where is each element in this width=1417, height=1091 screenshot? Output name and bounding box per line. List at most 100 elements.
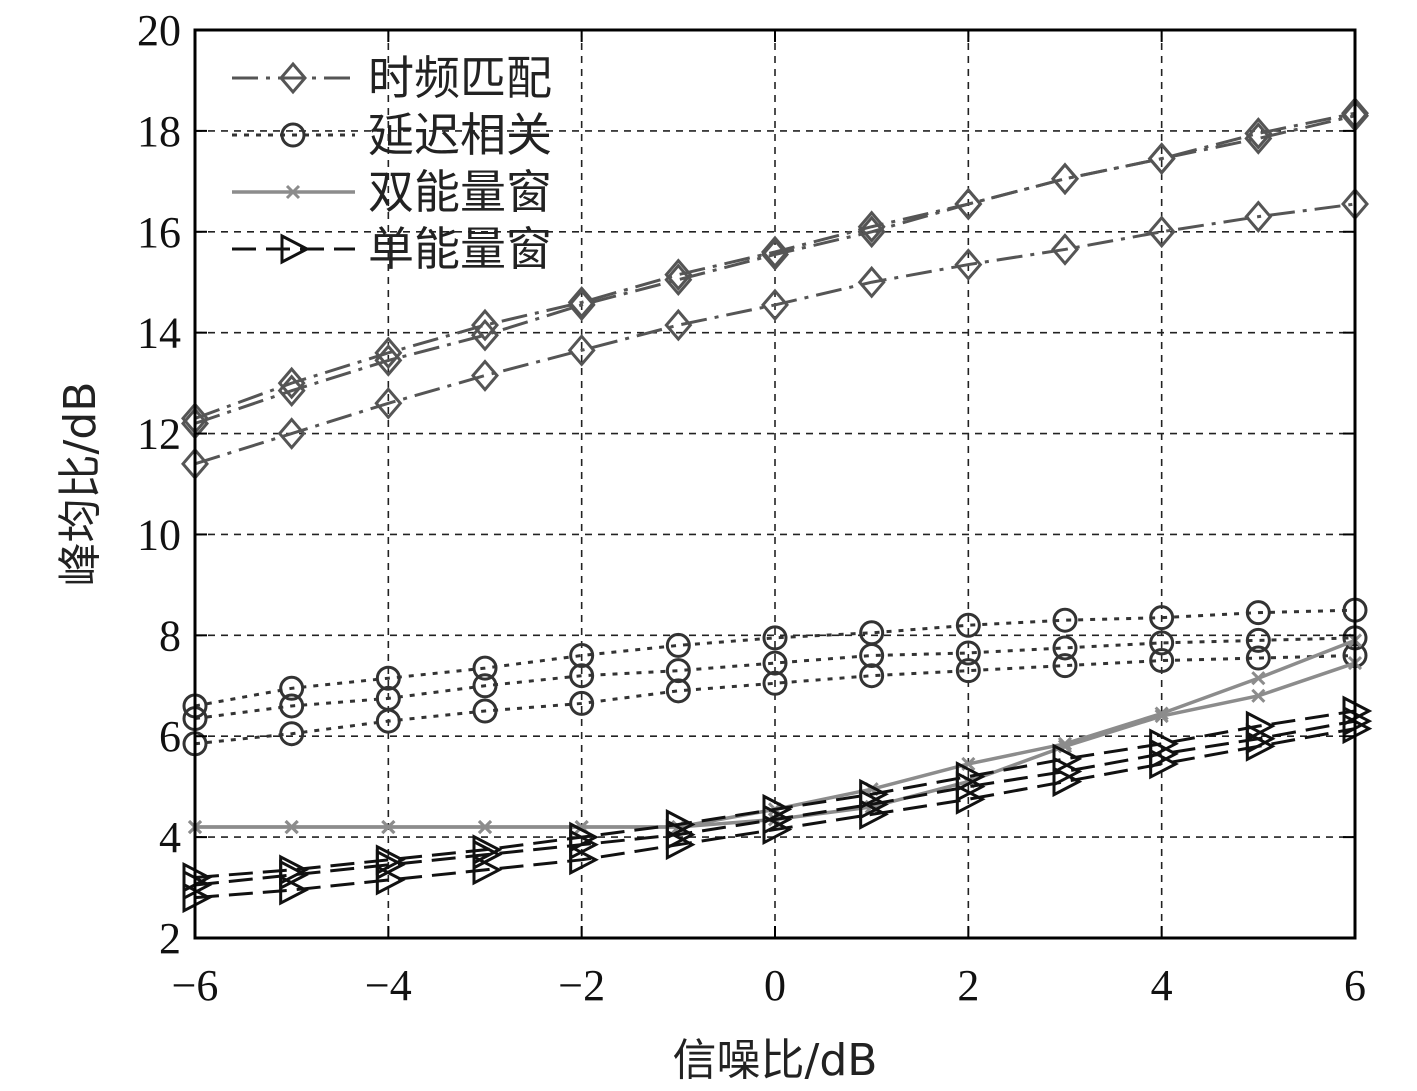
data-point bbox=[472, 854, 503, 886]
data-point bbox=[955, 640, 981, 666]
y-tick-label: 14 bbox=[137, 309, 181, 358]
data-point bbox=[279, 859, 309, 891]
data-point bbox=[569, 844, 599, 876]
data-point bbox=[472, 698, 498, 724]
data-point bbox=[1245, 730, 1276, 762]
data-point bbox=[857, 210, 886, 244]
data-point bbox=[1251, 688, 1266, 703]
legend-label: 延迟相关 bbox=[368, 108, 552, 162]
series-line bbox=[194, 114, 1356, 425]
data-point bbox=[1051, 162, 1079, 196]
data-point bbox=[1245, 600, 1271, 626]
x-tick-label: 0 bbox=[764, 961, 786, 1010]
data-point bbox=[279, 721, 305, 747]
x-tick-label: 4 bbox=[1151, 961, 1173, 1010]
data-point bbox=[569, 663, 595, 689]
data-point bbox=[375, 849, 406, 881]
legend-x-marker bbox=[285, 184, 301, 200]
series-line bbox=[194, 654, 1356, 746]
data-point bbox=[954, 187, 983, 221]
legend-label: 时频匹配 bbox=[368, 51, 552, 105]
y-tick-label: 12 bbox=[137, 410, 181, 459]
series-line bbox=[194, 636, 1356, 721]
data-point bbox=[472, 673, 498, 699]
x-axis-label: 信噪比/dB bbox=[673, 1035, 878, 1086]
legend-label: 单能量窗 bbox=[368, 222, 552, 276]
data-point bbox=[569, 643, 595, 669]
y-tick-label: 4 bbox=[159, 813, 181, 862]
data-point bbox=[279, 874, 309, 906]
data-point bbox=[954, 248, 983, 281]
data-point bbox=[857, 215, 886, 249]
data-point bbox=[1051, 162, 1079, 196]
y-tick-label: 6 bbox=[159, 712, 181, 761]
data-point bbox=[762, 650, 788, 676]
data-point bbox=[471, 308, 499, 342]
legend-label: 双能量窗 bbox=[368, 165, 552, 219]
data-point bbox=[477, 819, 493, 835]
data-point bbox=[859, 663, 885, 689]
legend-entry-1: 延迟相关 bbox=[232, 108, 552, 162]
data-point bbox=[471, 318, 499, 352]
data-point bbox=[1244, 117, 1273, 150]
y-axis-label: 峰均比/dB bbox=[55, 382, 106, 587]
data-point bbox=[859, 643, 885, 669]
data-point bbox=[665, 829, 696, 861]
data-point bbox=[472, 839, 503, 871]
data-point bbox=[375, 665, 401, 691]
data-point bbox=[955, 612, 981, 638]
data-point bbox=[1147, 215, 1176, 249]
data-point bbox=[1244, 200, 1273, 233]
data-point bbox=[1251, 671, 1266, 686]
series-line bbox=[194, 709, 1356, 879]
series-line bbox=[194, 719, 1356, 887]
data-point bbox=[665, 658, 691, 684]
data-point bbox=[567, 334, 596, 367]
legend-entry-3: 单能量窗 bbox=[232, 222, 552, 276]
data-point bbox=[859, 798, 889, 830]
legend-diamond-marker bbox=[279, 61, 307, 95]
data-point bbox=[1245, 627, 1271, 653]
data-point bbox=[277, 374, 306, 407]
y-tick-label: 18 bbox=[137, 107, 181, 156]
y-tick-label: 10 bbox=[137, 510, 181, 559]
data-point bbox=[1052, 635, 1078, 661]
legend-entry-0: 时频匹配 bbox=[232, 51, 552, 105]
data-point bbox=[1147, 142, 1176, 175]
data-point bbox=[279, 693, 305, 719]
y-tick-label: 20 bbox=[137, 6, 181, 55]
data-point bbox=[665, 632, 691, 658]
legend-circle-marker bbox=[280, 122, 306, 148]
data-point bbox=[567, 286, 596, 319]
data-point bbox=[955, 658, 981, 684]
data-point bbox=[665, 678, 691, 704]
legend-entry-2: 双能量窗 bbox=[232, 165, 552, 219]
series-line bbox=[194, 727, 1356, 900]
series-line bbox=[194, 608, 1356, 708]
x-tick-label: −2 bbox=[558, 961, 605, 1010]
data-point bbox=[761, 288, 789, 322]
data-point bbox=[1052, 766, 1083, 798]
data-point bbox=[762, 670, 788, 696]
x-tick-label: −4 bbox=[365, 961, 412, 1010]
series-8 bbox=[182, 695, 1373, 893]
data-point bbox=[762, 814, 793, 846]
x-axis-ticks: −6 −4 −2 0 2 4 6 bbox=[172, 30, 1366, 1010]
data-point bbox=[375, 708, 401, 734]
data-point bbox=[284, 819, 299, 835]
y-tick-label: 2 bbox=[159, 914, 181, 963]
data-point bbox=[374, 344, 403, 377]
data-point bbox=[664, 263, 693, 297]
data-point bbox=[1051, 233, 1079, 266]
data-point bbox=[381, 819, 396, 835]
data-point bbox=[374, 336, 403, 370]
data-point bbox=[472, 655, 498, 681]
data-point bbox=[471, 359, 499, 392]
data-point bbox=[1244, 122, 1273, 155]
data-point bbox=[374, 386, 403, 420]
y-tick-label: 8 bbox=[159, 611, 181, 660]
data-point bbox=[279, 675, 305, 701]
x-tick-label: 2 bbox=[957, 961, 979, 1010]
